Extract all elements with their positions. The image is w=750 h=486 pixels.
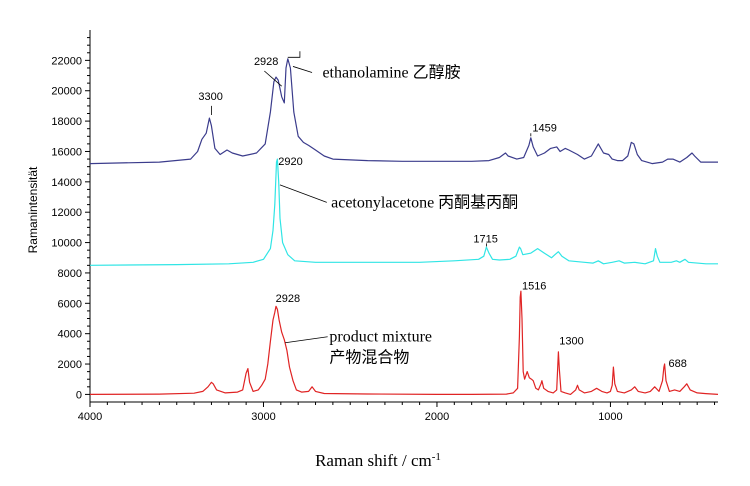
- annotations-group: ethanolamine 乙醇胺 acetonylacetone 丙酮基丙酮 pro…: [279, 51, 518, 367]
- x-axis-title-superscript: -1: [432, 451, 441, 463]
- series-line-1: [89, 158, 718, 266]
- y-tick-label-2000: 2000: [58, 359, 82, 371]
- peak-label-3300: 3300: [198, 91, 222, 103]
- peak-leader-2928-top: [264, 70, 282, 87]
- ethanolamine-peak-marker: [287, 51, 301, 58]
- peak-label-1300: 1300: [559, 335, 583, 347]
- axes-group: 4000 3000 2000 1000020004000600080001000012…: [51, 30, 718, 423]
- annotation-text-1-0: acetonylacetone 丙酮基丙酮: [331, 193, 518, 211]
- peak-labels-group: 3300 2928 1459 2920 1715 2928 1516 1300 688: [198, 56, 686, 370]
- peak-label-1715: 1715: [473, 234, 497, 246]
- annotation-text-0-0: ethanolamine 乙醇胺: [322, 64, 460, 82]
- annotation-leader-0: [292, 66, 313, 73]
- x-tick-label-3000: 3000: [251, 411, 275, 423]
- x-tick-label-2000: 2000: [425, 411, 449, 423]
- peak-label-688: 688: [669, 358, 687, 370]
- y-tick-label-6000: 6000: [58, 298, 82, 310]
- peak-label-1516: 1516: [522, 281, 546, 293]
- y-tick-label-14000: 14000: [51, 177, 82, 189]
- annotation-leader-1: [279, 184, 327, 203]
- y-tick-label-4000: 4000: [58, 329, 82, 341]
- series-line-2: [89, 290, 719, 395]
- y-tick-label-18000: 18000: [51, 116, 82, 128]
- y-tick-label-16000: 16000: [51, 146, 82, 158]
- y-tick-label-20000: 20000: [51, 86, 82, 98]
- y-axis-title: Ramanintensität: [26, 166, 40, 253]
- x-tick-label-4000: 4000: [78, 411, 102, 423]
- annotation-leader-2: [285, 336, 328, 344]
- peak-label-2928: 2928: [276, 293, 300, 305]
- series-group: [89, 58, 719, 395]
- y-tick-label-22000: 22000: [51, 55, 82, 67]
- x-axis-title: Raman shift / cm-1: [315, 451, 441, 470]
- x-tick-label-1000: 1000: [598, 411, 622, 423]
- y-tick-label-8000: 8000: [58, 268, 82, 280]
- x-axis-title-text: Raman shift / cm: [315, 451, 432, 470]
- peak-label-2928: 2928: [254, 56, 278, 68]
- y-tick-label-10000: 10000: [51, 238, 82, 250]
- y-tick-label-0: 0: [76, 389, 82, 401]
- series-line-0: [89, 58, 718, 165]
- y-tick-label-12000: 12000: [51, 207, 82, 219]
- annotation-text-2-1: 产物混合物: [329, 349, 409, 367]
- peak-label-2920: 2920: [278, 156, 302, 168]
- annotation-text-2-0: product mixture: [329, 329, 432, 346]
- peak-label-1459: 1459: [532, 123, 556, 135]
